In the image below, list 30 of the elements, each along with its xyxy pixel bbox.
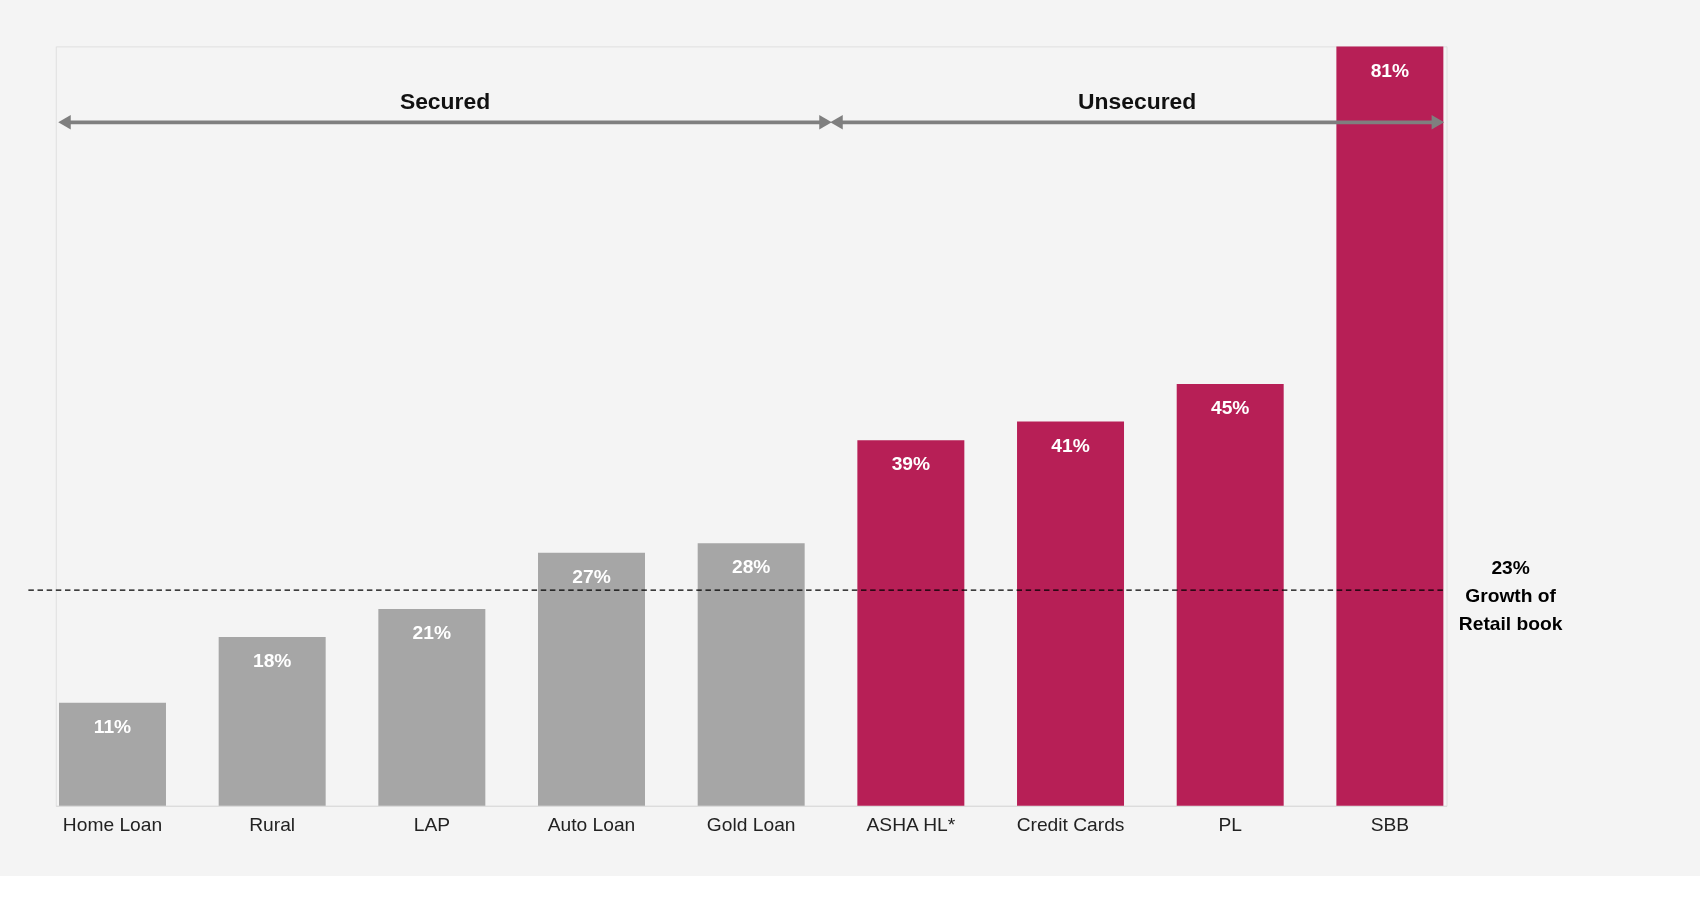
annotation: Secured — [399, 87, 491, 114]
x-tick-label: SBB — [1370, 813, 1410, 835]
data-label: 39% — [891, 453, 931, 475]
annotation: Unsecured — [1078, 87, 1197, 114]
x-tick-label: ASHA HL* — [866, 813, 956, 835]
x-tick-label: Credit Cards — [1016, 813, 1125, 835]
bar — [1336, 46, 1444, 806]
data-label: 41% — [1051, 434, 1090, 456]
bar — [59, 702, 166, 806]
data-label: 27% — [572, 565, 611, 587]
bar — [378, 608, 486, 806]
data-label: 28% — [731, 556, 771, 578]
x-tick-label: Home Loan — [62, 813, 163, 835]
x-tick-label: Rural — [249, 813, 296, 835]
data-label: 21% — [412, 622, 452, 644]
data-label: 45% — [1210, 397, 1250, 419]
data-label: 11% — [93, 715, 132, 737]
bar — [697, 543, 805, 806]
x-tick-label: PL — [1218, 813, 1243, 835]
data-label: 18% — [252, 650, 292, 672]
ref-line-label: 23% Growth of Retail book — [1458, 556, 1563, 635]
bar — [1017, 421, 1125, 806]
x-tick-label: Auto Loan — [547, 813, 636, 835]
data-label: 81% — [1370, 59, 1410, 81]
bar — [857, 440, 965, 806]
bar — [1176, 383, 1284, 806]
x-tick-label: Gold Loan — [706, 813, 796, 835]
x-tick-label: LAP — [413, 813, 450, 835]
bar — [538, 552, 645, 806]
bar — [218, 637, 326, 806]
